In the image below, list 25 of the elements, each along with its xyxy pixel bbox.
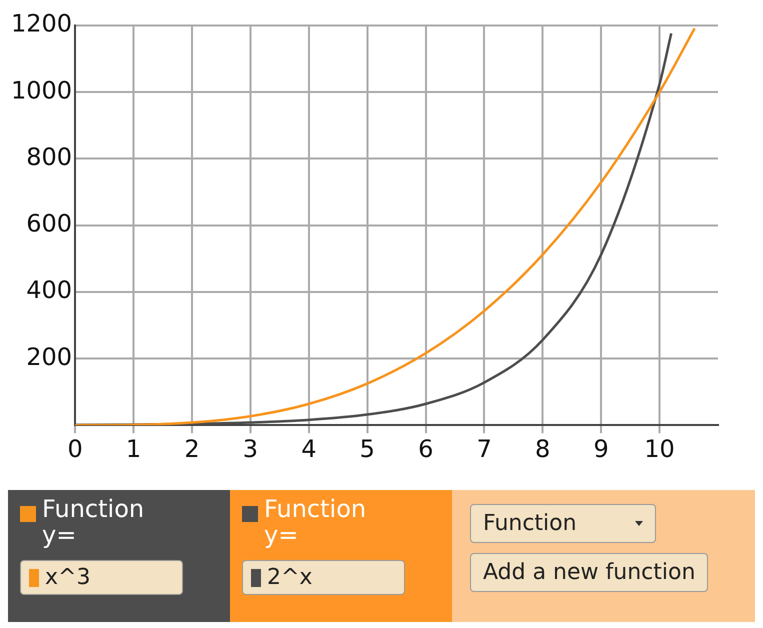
x-tick-label: 10 <box>644 434 675 463</box>
y-tick-label: 1000 <box>11 76 72 104</box>
text: y= <box>264 521 298 549</box>
y-tick-label: 400 <box>26 276 72 304</box>
text: Function <box>264 495 366 523</box>
x-tick-label: 3 <box>242 434 258 463</box>
x-tick-label: 8 <box>535 434 550 463</box>
x-tick-label: 9 <box>593 434 609 463</box>
text: Function <box>42 495 144 523</box>
x-tick-label: 5 <box>360 434 375 463</box>
x-tick-label: 4 <box>301 434 317 463</box>
x-tick-label: 2 <box>184 434 200 463</box>
y-tick-label: 200 <box>26 342 72 371</box>
text: Add a new function <box>470 553 708 592</box>
x-tick-label: 1 <box>126 434 142 463</box>
text: y= <box>42 521 76 549</box>
y-tick-label: 1200 <box>11 10 72 38</box>
x-tick-label: 6 <box>418 434 434 463</box>
x-tick-label: 0 <box>67 434 83 463</box>
text: Function <box>483 511 577 536</box>
y-tick-label: 800 <box>26 142 72 171</box>
legend-label: x^3 <box>45 565 90 590</box>
legend-label: 2^x <box>267 565 312 590</box>
x-tick-label: 7 <box>476 434 492 463</box>
y-tick-label: 600 <box>26 210 72 238</box>
